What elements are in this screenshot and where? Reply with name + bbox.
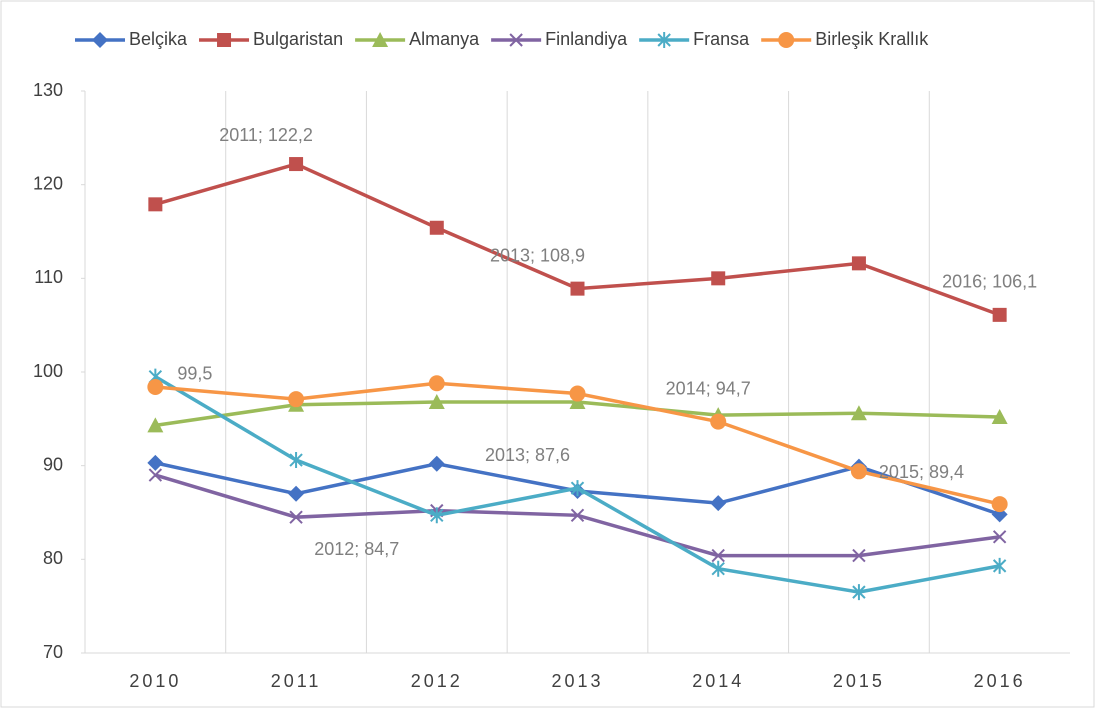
- marker: [711, 560, 725, 577]
- marker: [372, 32, 389, 47]
- marker: [429, 220, 444, 235]
- marker: [851, 256, 866, 271]
- data-label: 2012; 84,7: [314, 539, 399, 559]
- marker: [148, 197, 163, 212]
- marker: [147, 417, 164, 433]
- legend-label: Almanya: [409, 29, 480, 49]
- data-label: 2015; 89,4: [879, 462, 964, 482]
- x-tick-label: 2010: [129, 671, 181, 691]
- marker: [147, 454, 164, 471]
- marker: [852, 584, 866, 601]
- marker: [570, 508, 585, 523]
- marker: [850, 463, 867, 480]
- marker: [430, 507, 444, 524]
- marker: [657, 32, 671, 48]
- y-tick-label: 80: [43, 548, 63, 568]
- marker: [289, 452, 303, 469]
- y-tick-label: 120: [33, 173, 63, 193]
- y-tick-label: 90: [43, 454, 63, 474]
- legend-label: Belçika: [129, 29, 188, 49]
- data-label: 99,5: [177, 363, 212, 383]
- data-label: 2011; 122,2: [219, 125, 313, 145]
- marker: [509, 33, 523, 47]
- series: [148, 368, 1007, 601]
- marker: [711, 548, 725, 563]
- x-tick-label: 2013: [551, 671, 603, 691]
- marker: [570, 480, 585, 497]
- series: [147, 375, 1008, 513]
- y-tick-label: 110: [34, 267, 63, 287]
- y-tick-label: 130: [33, 80, 63, 100]
- marker: [288, 391, 305, 408]
- marker: [711, 271, 726, 286]
- marker: [992, 557, 1007, 574]
- y-tick-label: 100: [33, 361, 63, 381]
- marker: [992, 307, 1007, 322]
- marker: [147, 378, 164, 395]
- legend-label: Finlandiya: [545, 29, 628, 49]
- marker: [92, 32, 108, 48]
- marker: [217, 33, 232, 47]
- x-tick-label: 2012: [411, 671, 463, 691]
- marker: [428, 393, 445, 409]
- series: [148, 157, 1007, 322]
- marker: [991, 496, 1008, 513]
- x-tick-label: 2014: [692, 671, 744, 691]
- x-tick-label: 2015: [833, 671, 885, 691]
- marker: [850, 405, 867, 421]
- marker: [289, 157, 304, 172]
- legend-label: Birleşik Krallık: [815, 29, 929, 49]
- series: [148, 468, 1007, 563]
- legend: Belçika Bulgaristan Almanya Finlandiya Frans…: [75, 29, 929, 49]
- marker: [288, 485, 305, 502]
- data-label: 2013; 108,9: [490, 245, 585, 265]
- data-label: 2016; 106,1: [942, 272, 1037, 292]
- marker: [710, 413, 727, 430]
- marker: [569, 385, 586, 402]
- x-tick-label: 2016: [974, 671, 1026, 691]
- y-tick-label: 70: [43, 642, 63, 662]
- legend-label: Fransa: [693, 29, 750, 49]
- marker: [570, 281, 585, 296]
- marker: [148, 468, 163, 482]
- x-tick-label: 2011: [271, 671, 322, 691]
- marker: [778, 32, 795, 48]
- marker: [428, 375, 445, 392]
- legend-label: Bulgaristan: [253, 29, 343, 49]
- marker: [428, 455, 445, 472]
- marker: [852, 548, 866, 563]
- marker: [710, 495, 727, 512]
- data-label: 2013; 87,6: [485, 445, 570, 465]
- marker: [991, 506, 1008, 523]
- marker: [289, 510, 303, 524]
- marker: [991, 408, 1008, 424]
- marker: [992, 530, 1007, 544]
- data-label: 2014; 94,7: [666, 378, 751, 398]
